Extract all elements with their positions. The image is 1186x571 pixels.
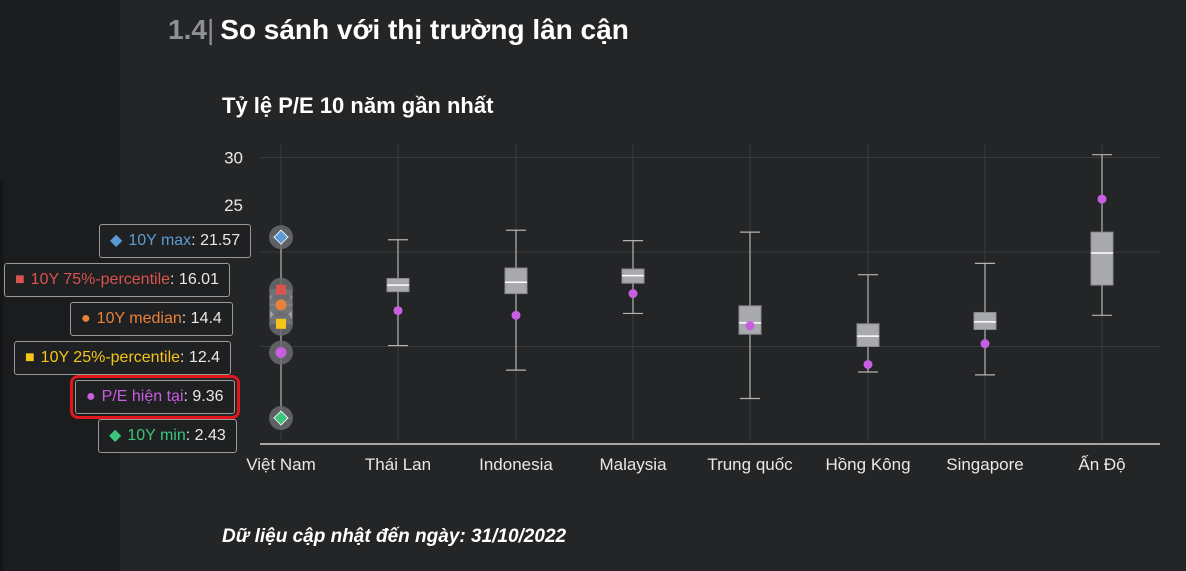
max-diamond-marker [273,229,289,245]
data-update-note: Dữ liệu cập nhật đến ngày: 31/10/2022 [222,526,567,547]
tooltip-p75-label: 10Y 75%-percentile [30,271,171,288]
p25-square-marker [276,318,286,329]
iqr-box [973,311,997,330]
x-tick-label: Indonesia [479,455,553,474]
tooltip-min-value: 2.43 [194,427,226,444]
current-pe-dot [745,321,755,331]
current-pe-dot [628,289,638,299]
iqr-box [504,267,528,295]
iqr-box [856,323,880,348]
section-title-text: So sánh với thị trường lân cận [220,14,629,45]
tooltip-min-label: 10Y min [127,427,186,444]
tooltip-max: ◆ 10Y max: 21.57 [99,224,252,258]
iqr-box [1090,231,1114,286]
min-diamond-marker [273,410,289,426]
tooltip-min: ◆ 10Y min: 2.43 [98,419,237,453]
tooltip-p75: ■ 10Y 75%-percentile: 16.01 [4,263,230,297]
current-pe-dot [511,310,521,320]
circle-marker-icon: ● [86,388,96,405]
y-tick-label: 30 [224,149,243,168]
tooltip-p75-value: 16.01 [178,271,219,288]
median-circle-marker [275,299,287,311]
section-separator: | [206,14,215,45]
current-pe-dot [1097,194,1107,204]
current-pe-dot [863,359,873,369]
x-tick-label: Hồng Kông [825,455,910,474]
tooltip-median-value: 14.4 [190,310,222,327]
current-circle-marker [275,347,287,359]
x-tick-label: Ấn Độ [1078,455,1125,474]
tooltip-current-label: P/E hiện tại [101,388,184,405]
tooltip-max-value: 21.57 [200,232,241,249]
x-tick-label: Thái Lan [365,455,431,474]
circle-marker-icon: ● [81,310,91,327]
p75-square-marker [276,284,286,295]
x-tick-label: Singapore [946,455,1024,474]
y-tick-label: 25 [224,196,243,215]
square-marker-icon: ■ [15,271,25,288]
iqr-box [738,305,762,335]
tooltip-median: ● 10Y median: 14.4 [70,302,233,336]
x-tick-label: Malaysia [599,455,667,474]
x-tick-label: Trung quốc [707,455,793,474]
section-number: 1.4 [168,14,207,45]
tooltip-p25: ■ 10Y 25%-percentile: 12.4 [14,341,232,375]
tooltip-median-label: 10Y median [96,310,182,327]
current-pe-dot [980,339,990,349]
current-pe-dot [393,306,403,316]
diamond-marker-icon: ◆ [110,232,123,249]
left-panel-edge [0,180,3,571]
tooltip-max-label: 10Y max [128,232,192,249]
tooltip-p25-label: 10Y 25%-percentile [40,349,181,366]
tooltip-current-value: 9.36 [192,388,224,405]
diamond-marker-icon: ◆ [109,427,122,444]
section-title: 1.4| So sánh với thị trường lân cận [168,14,629,46]
tooltip-p25-value: 12.4 [188,349,221,366]
tooltip-current: ● P/E hiện tại: 9.36 [70,375,240,419]
square-marker-icon: ■ [25,349,35,366]
chart-title: Tỷ lệ P/E 10 năm gần nhất [222,93,494,118]
x-tick-label: Việt Nam [246,455,316,474]
